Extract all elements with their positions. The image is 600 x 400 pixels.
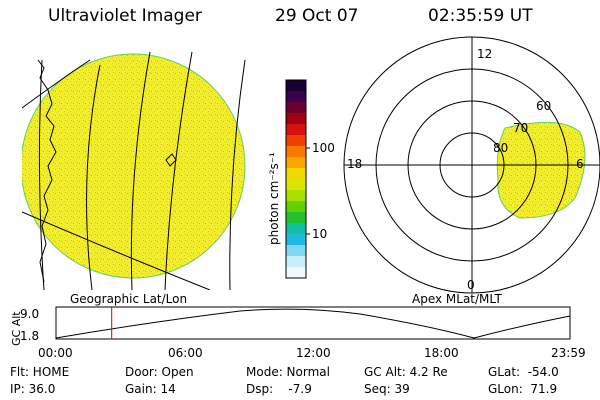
colorbar-band (286, 135, 306, 147)
mlat-label-80: 80 (493, 141, 508, 155)
colorbar (286, 80, 306, 279)
colorbar-tick-10: 10 (312, 227, 327, 241)
altitude-xtick-0600: 06:00 (168, 346, 203, 360)
colorbar-band (286, 212, 306, 224)
mlat-label-70: 70 (513, 121, 528, 135)
colorbar-unit-label: photon cm⁻²s⁻¹ (267, 152, 281, 245)
altitude-frame (55, 306, 571, 340)
meridian-line (164, 51, 193, 290)
apex-label: Apex MLat/MLT (412, 292, 502, 306)
colorbar-band (286, 124, 306, 136)
colorbar-band (286, 179, 306, 191)
gc-alt-info: GC Alt: 4.2 Re (364, 365, 448, 379)
mlt-label-12: 12 (477, 47, 492, 61)
mlt-label-6: 6 (576, 157, 584, 171)
altitude-xtick-1200: 12:00 (296, 346, 331, 360)
dsp-info: Dsp: -7.9 (246, 382, 312, 396)
meridian-line (86, 64, 101, 290)
altitude-xtick-2359: 23:59 (551, 346, 586, 360)
date-label: 29 Oct 07 (275, 6, 359, 26)
altitude-ytick-1-8: 1.8 (20, 329, 39, 343)
geographic-panel (22, 51, 246, 290)
colorbar-band (286, 190, 306, 202)
seq-info: Seq: 39 (364, 382, 410, 396)
time-label: 02:35:59 UT (428, 6, 533, 26)
mode-info: Mode: Normal (246, 365, 330, 379)
colorbar-frame (285, 79, 307, 279)
mlt-label-0: 0 (467, 278, 475, 292)
polar-panel: 12 18 6 0 80 70 60 (343, 36, 600, 294)
glat-info: GLat: -54.0 (488, 365, 559, 379)
meridian-line (229, 59, 246, 290)
coastline (37, 59, 57, 283)
colorbar-band (286, 146, 306, 158)
colorbar-band (286, 157, 306, 169)
auroral-oval (496, 121, 586, 219)
colorbar-band (286, 245, 306, 257)
colorbar-band (286, 113, 306, 125)
mlt-label-18: 18 (347, 157, 362, 171)
altitude-ytick-9: 9.0 (20, 307, 39, 321)
altitude-plot: GC Alt 9.0 1.8 00:00 06:00 12:00 18:00 2… (10, 306, 586, 360)
colorbar-band (286, 256, 306, 268)
app-title: Ultraviolet Imager (48, 6, 202, 26)
meridian-line (130, 51, 151, 290)
uvi-image-disk (22, 53, 246, 279)
ip-info: IP: 36.0 (10, 382, 56, 396)
glon-info: GLon: 71.9 (488, 382, 558, 396)
mlat-label-60: 60 (536, 99, 551, 113)
geographic-label: Geographic Lat/Lon (70, 292, 187, 306)
colorbar-band (286, 201, 306, 213)
colorbar-band (286, 234, 306, 246)
altitude-xtick-0000: 00:00 (38, 346, 73, 360)
gain-info: Gain: 14 (125, 382, 176, 396)
parallel-line (22, 59, 91, 109)
flight-info: Flt: HOME (10, 365, 70, 379)
colorbar-band (286, 267, 306, 279)
colorbar-band (286, 168, 306, 180)
altitude-curve (55, 308, 571, 339)
colorbar-band (286, 223, 306, 235)
colorbar-band (286, 102, 306, 114)
colorbar-band (286, 91, 306, 103)
altitude-ylabel: GC Alt (10, 311, 23, 346)
altitude-xtick-1800: 18:00 (424, 346, 459, 360)
island-outline (165, 153, 177, 167)
door-info: Door: Open (125, 365, 194, 379)
colorbar-band (286, 80, 306, 92)
meridian-line (38, 59, 45, 290)
colorbar-tick-100: 100 (312, 141, 335, 155)
